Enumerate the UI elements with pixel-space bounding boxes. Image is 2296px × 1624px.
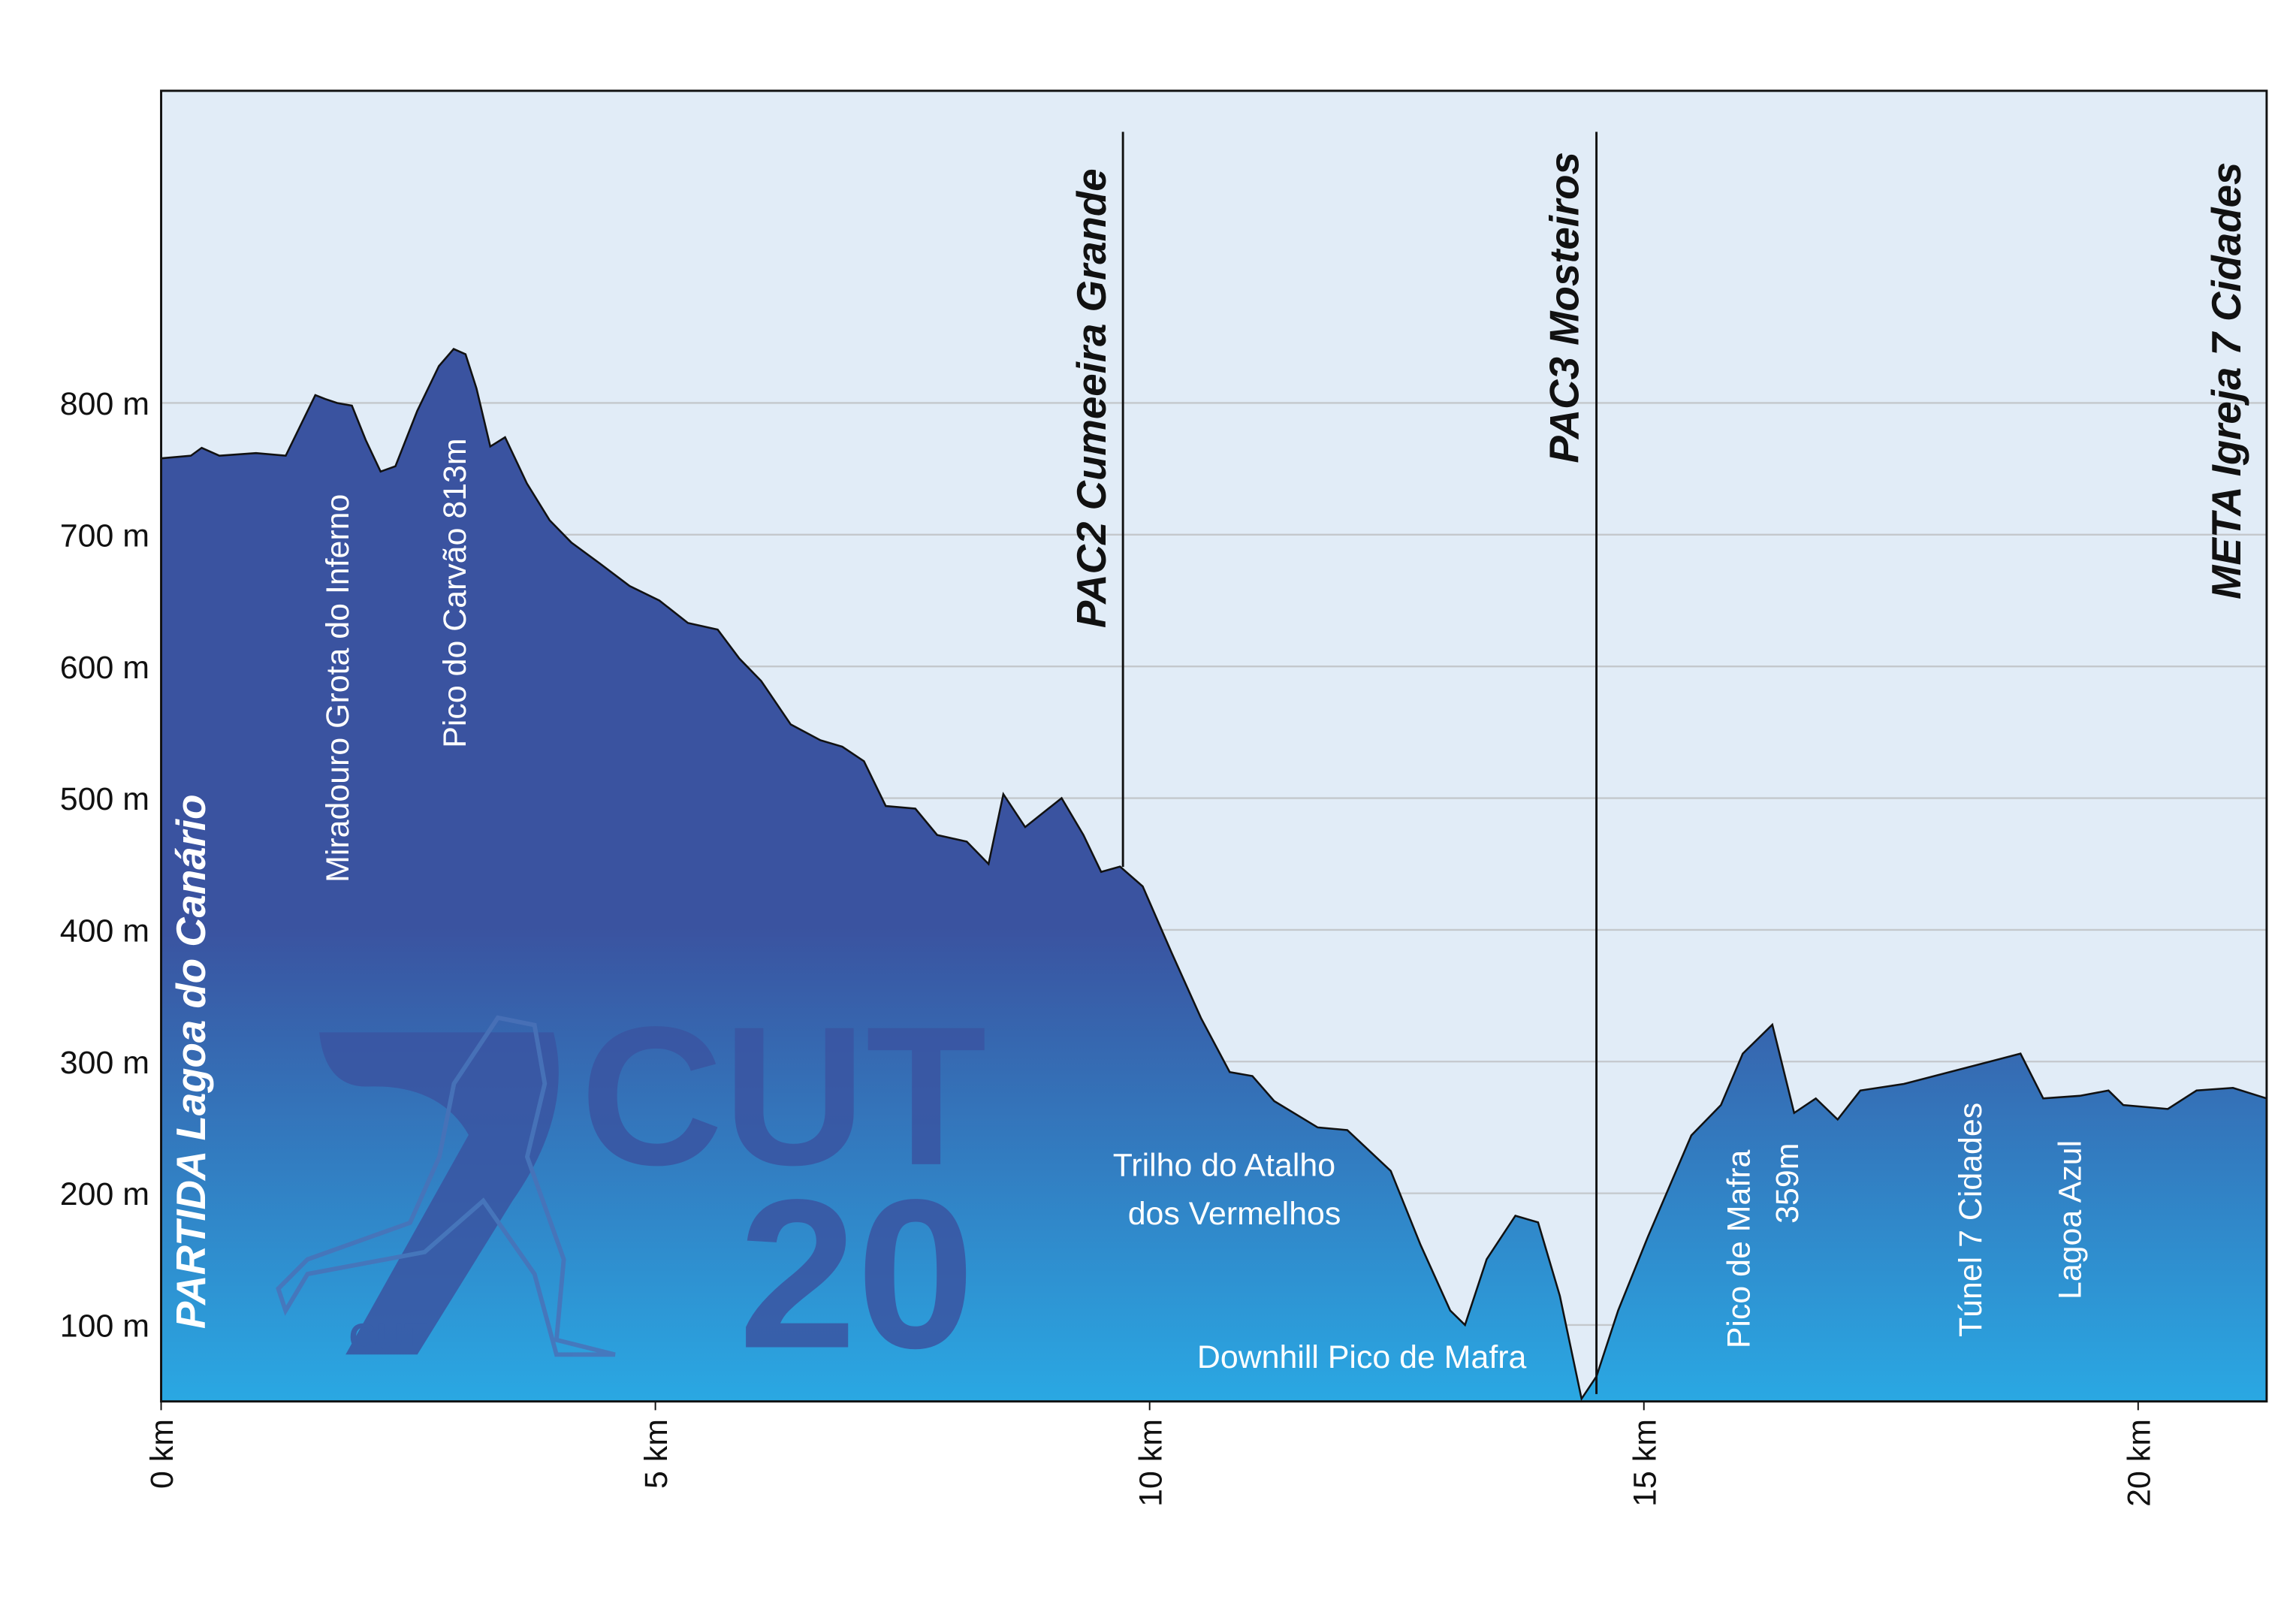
annotation: dos Vermelhos	[1128, 1196, 1341, 1232]
x-tick-label: 10 km	[1133, 1419, 1169, 1507]
y-tick-label: 300 m	[60, 1045, 149, 1081]
annotation: Downhill Pico de Mafra	[1197, 1339, 1527, 1375]
y-tick-label: 200 m	[60, 1176, 149, 1212]
y-tick-label: 700 m	[60, 518, 149, 554]
x-tick-label: 15 km	[1627, 1419, 1663, 1507]
checkpoint-label: PAC2 Cumeeira Grande	[1069, 168, 1115, 628]
finish-label: META Igreja 7 Cidades	[2204, 162, 2249, 599]
x-tick-label: 20 km	[2121, 1419, 2157, 1507]
x-tick-label: 5 km	[638, 1419, 674, 1489]
logo-seven	[319, 1032, 559, 1355]
annotation: Túnel 7 Cidades	[1953, 1103, 1989, 1337]
elevation-line	[161, 348, 2267, 1402]
annotation: 359m	[1770, 1143, 1806, 1224]
axes: 100 m 200 m 300 m 400 m 500 m 600 m 700 m 800 m…	[60, 386, 2158, 1507]
logo-small: CUT	[349, 1315, 427, 1358]
labels: PAC2 Cumeeira Grande PAC3 Mosteiros META I…	[168, 131, 2249, 1394]
logo-runner	[276, 1015, 616, 1357]
profile	[161, 348, 2267, 1402]
annotation: Trilho do Atalho	[1113, 1147, 1335, 1183]
logo: CUT 20 CUT	[276, 986, 987, 1393]
start-label: PARTIDA Lagoa do Canário	[168, 795, 214, 1330]
annotation: Lagoa Azul	[2052, 1140, 2088, 1300]
elevation-area	[161, 349, 2267, 1402]
y-tick-label: 500 m	[60, 781, 149, 817]
x-tick-label: 0 km	[144, 1419, 180, 1489]
annotation: Miradouro Grota do Inferno	[320, 494, 356, 883]
annotation: Pico de Mafra	[1721, 1150, 1757, 1349]
plot-frame	[160, 89, 2268, 1403]
logo-number: 20	[738, 1155, 974, 1393]
y-tick-label: 800 m	[60, 386, 149, 422]
logo-name: CUT	[581, 986, 987, 1206]
y-tick-label: 400 m	[60, 913, 149, 949]
checkpoint-label: PAC3 Mosteiros	[1542, 152, 1588, 463]
y-tick-label: 600 m	[60, 650, 149, 686]
y-tick-label: 100 m	[60, 1309, 149, 1345]
annotation: Pico do Carvão 813m	[437, 438, 473, 747]
